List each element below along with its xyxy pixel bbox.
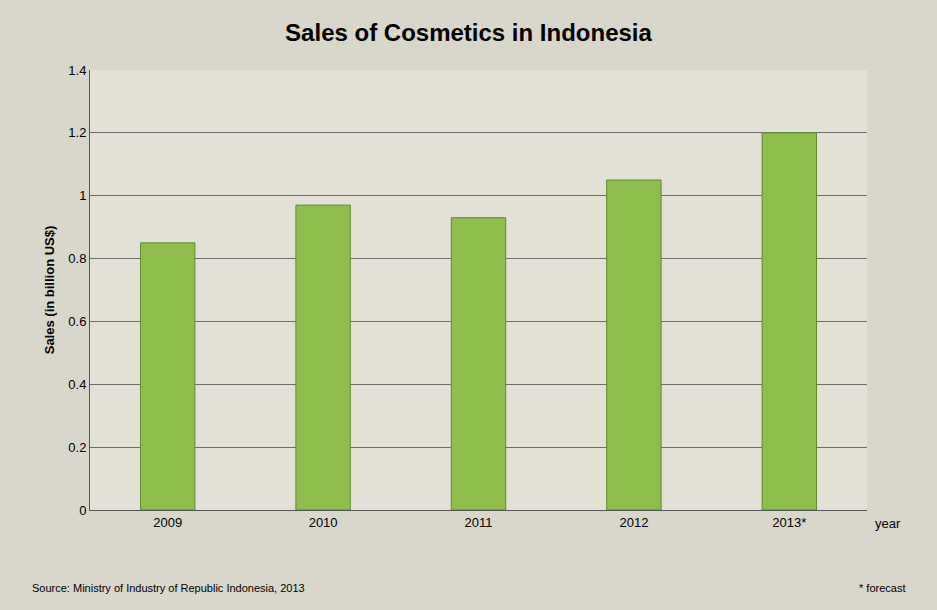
- svg-text:1: 1: [79, 188, 86, 203]
- svg-text:0.2: 0.2: [68, 440, 86, 455]
- svg-text:2010: 2010: [309, 515, 338, 530]
- svg-text:* forecast: * forecast: [859, 582, 905, 594]
- svg-text:year: year: [875, 516, 901, 531]
- svg-text:2009: 2009: [153, 515, 182, 530]
- svg-text:0.8: 0.8: [68, 251, 86, 266]
- svg-text:2012: 2012: [619, 515, 648, 530]
- svg-text:Sales (in billion US$): Sales (in billion US$): [42, 226, 57, 355]
- svg-text:Source: Ministry of Industry o: Source: Ministry of Industry of Republic…: [32, 582, 305, 594]
- svg-text:Sales of Cosmetics in Indonesi: Sales of Cosmetics in Indonesia: [285, 19, 652, 46]
- svg-text:2011: 2011: [465, 515, 493, 530]
- svg-text:0.6: 0.6: [68, 314, 86, 329]
- svg-text:1.2: 1.2: [68, 125, 86, 140]
- svg-text:2013*: 2013*: [772, 515, 806, 530]
- svg-text:0: 0: [79, 503, 86, 518]
- svg-text:0.4: 0.4: [68, 377, 86, 392]
- svg-text:1.4: 1.4: [68, 63, 86, 78]
